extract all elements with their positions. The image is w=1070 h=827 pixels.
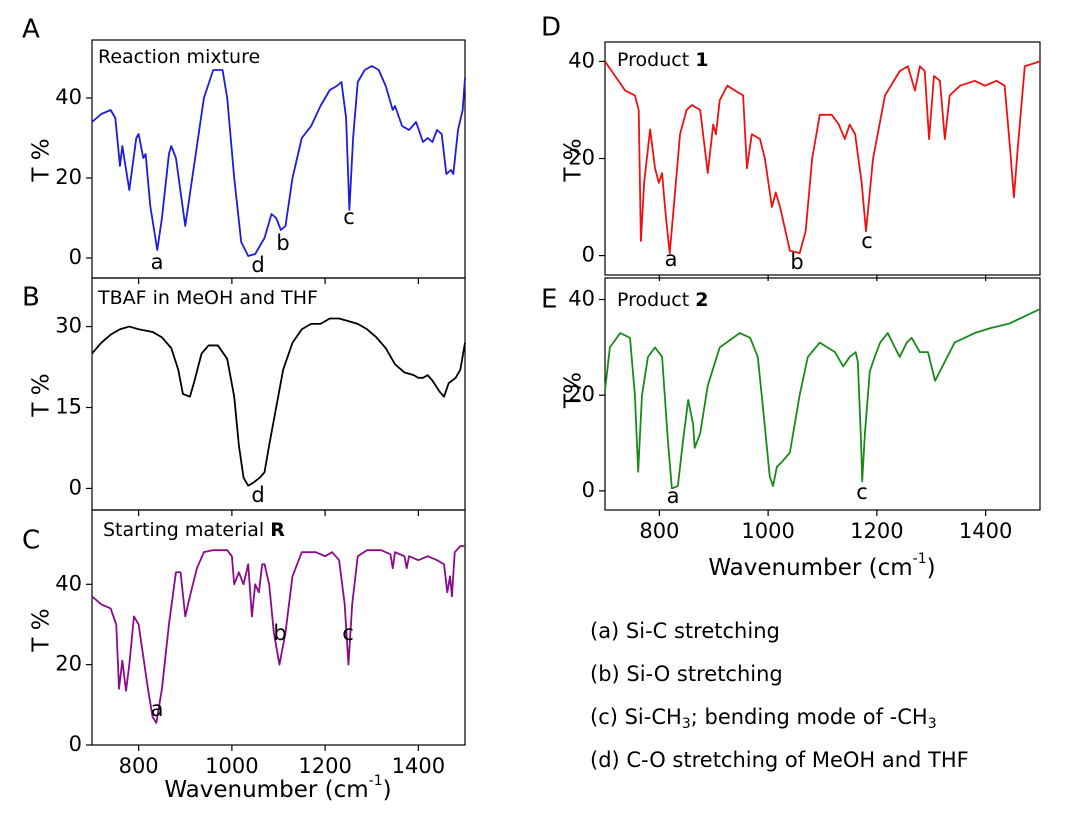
title-text: Product xyxy=(617,289,689,311)
note: (a) Si-C stretching xyxy=(590,619,780,643)
peak-label: a xyxy=(665,247,678,271)
x-label-close: ) xyxy=(383,777,392,803)
note-text: ; bending mode of -CH xyxy=(691,705,928,729)
peak-label: c xyxy=(856,480,868,504)
peak-label: a xyxy=(151,250,164,274)
panel-title: TBAF in MeOH and THF xyxy=(97,287,318,309)
x-tick-label: 800 xyxy=(119,754,159,778)
y-tick-label: 20 xyxy=(568,146,595,170)
panel-label: C xyxy=(22,526,40,556)
x-tick-label: 800 xyxy=(639,519,679,543)
y-axis-label: T % xyxy=(29,138,55,182)
panel-label: E xyxy=(541,285,557,315)
x-tick-label: 1400 xyxy=(392,754,445,778)
note: (d) C-O stretching of MeOH and THF xyxy=(590,748,969,772)
y-axis-label: T% xyxy=(561,372,587,409)
y-tick-label: 20 xyxy=(55,165,82,189)
peak-label: c xyxy=(342,621,354,645)
note-text: (b) Si-O stretching xyxy=(590,662,783,686)
plot-frame xyxy=(91,509,466,746)
panel-label: B xyxy=(22,283,40,313)
peak-label: a xyxy=(151,697,164,721)
peak-label: c xyxy=(861,229,873,253)
x-tick-label: 1400 xyxy=(959,519,1012,543)
panel-title: Reaction mixture xyxy=(98,46,260,68)
peak-label: a xyxy=(667,484,680,508)
note-subscript: 3 xyxy=(928,716,937,732)
spectrum-line xyxy=(91,65,466,257)
panel-title: Starting material R xyxy=(103,519,285,541)
panel-title: Product 1 xyxy=(617,49,708,71)
note-subscript: 3 xyxy=(682,716,691,732)
x-label-text: Wavenumber (cm xyxy=(164,777,368,803)
y-tick-label: 20 xyxy=(55,652,82,676)
title-text: Reaction mixture xyxy=(98,46,260,68)
x-tick-label: 1000 xyxy=(741,519,794,543)
panel-title: Product 2 xyxy=(617,289,708,311)
y-axis-label: T % xyxy=(561,138,587,182)
peak-label: b xyxy=(273,621,286,645)
y-tick-label: 15 xyxy=(55,394,82,418)
y-tick-label: 40 xyxy=(568,287,595,311)
title-emphasis: R xyxy=(270,519,285,541)
y-tick-label: 0 xyxy=(582,243,595,267)
panel-label: A xyxy=(22,15,40,45)
peak-label: c xyxy=(343,205,355,229)
title-text: TBAF in MeOH and THF xyxy=(97,287,318,309)
y-tick-label: 0 xyxy=(69,475,82,499)
y-axis-label: T % xyxy=(29,608,55,652)
y-tick-label: 0 xyxy=(582,478,595,502)
spectrum-line xyxy=(604,308,1041,490)
y-tick-label: 40 xyxy=(568,48,595,72)
peak-label: b xyxy=(790,250,803,274)
x-axis-label: Wavenumber (cm-1) xyxy=(708,551,935,581)
panel-label: D xyxy=(541,13,561,43)
title-text: Product xyxy=(617,49,689,71)
note: (b) Si-O stretching xyxy=(590,662,783,686)
spectrum-line xyxy=(604,60,1041,255)
title-text: Starting material xyxy=(103,519,264,541)
y-axis-label: T % xyxy=(29,373,55,417)
x-label-superscript: -1 xyxy=(913,551,927,567)
note-text: (c) Si-CH xyxy=(590,705,682,729)
peak-label: b xyxy=(276,231,289,255)
x-label-superscript: -1 xyxy=(369,773,383,789)
plot-frame xyxy=(604,277,1041,511)
title-emphasis: 1 xyxy=(695,49,708,71)
spectrum-line xyxy=(91,545,465,724)
note-text: (a) Si-C stretching xyxy=(590,619,780,643)
y-tick-label: 40 xyxy=(55,571,82,595)
note-text: (d) C-O stretching of MeOH and THF xyxy=(590,748,969,772)
y-tick-label: 30 xyxy=(55,314,82,338)
x-axis-label: Wavenumber (cm-1) xyxy=(164,773,391,803)
peak-label: d xyxy=(251,483,264,507)
x-label-text: Wavenumber (cm xyxy=(708,555,912,581)
note: (c) Si-CH3; bending mode of -CH3 xyxy=(590,705,937,732)
x-tick-label: 1000 xyxy=(205,754,258,778)
y-tick-label: 0 xyxy=(69,732,82,756)
title-emphasis: 2 xyxy=(695,289,708,311)
y-tick-label: 20 xyxy=(568,382,595,406)
peak-label: d xyxy=(251,253,264,277)
spectrum-line xyxy=(91,317,466,487)
x-tick-label: 1200 xyxy=(850,519,903,543)
y-tick-label: 0 xyxy=(69,245,82,269)
x-tick-label: 1200 xyxy=(298,754,351,778)
x-label-close: ) xyxy=(927,555,936,581)
y-tick-label: 40 xyxy=(55,85,82,109)
